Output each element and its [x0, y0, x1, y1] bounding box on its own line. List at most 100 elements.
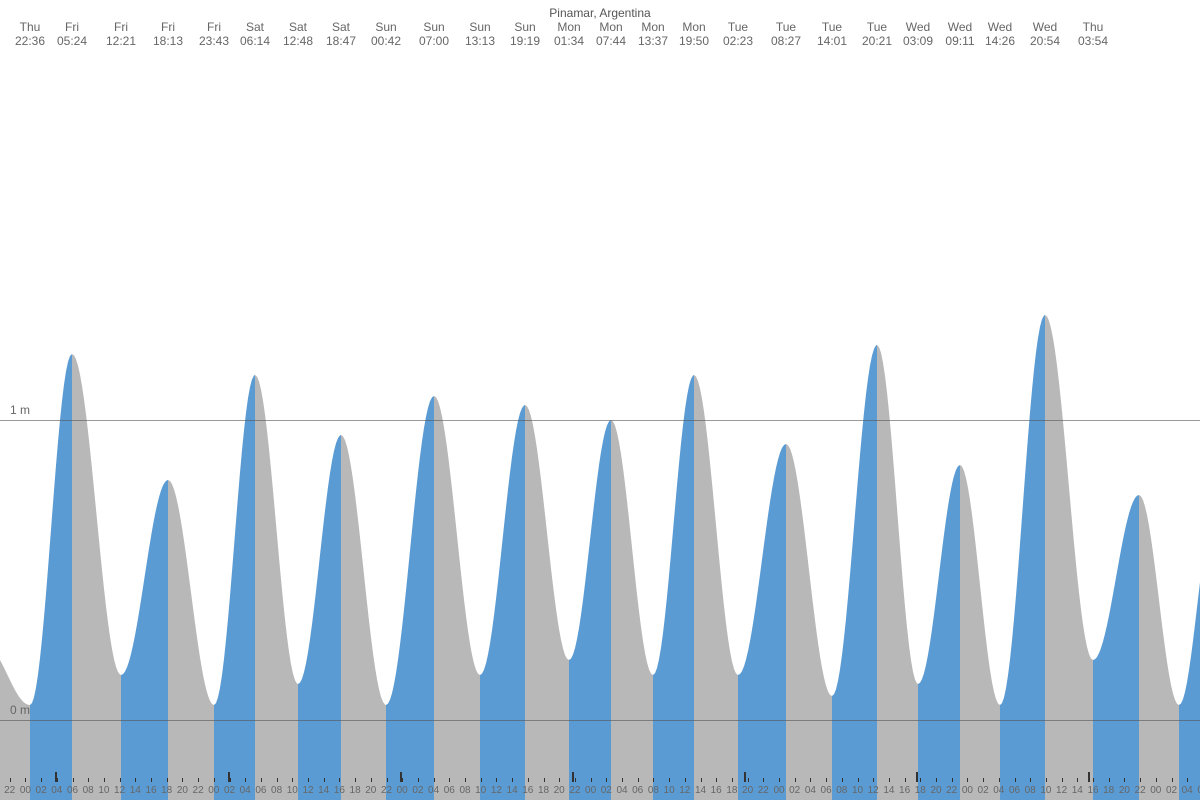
extrema-label: Sat12:48 — [283, 20, 313, 49]
extrema-label: Sun07:00 — [419, 20, 449, 49]
hour-tick — [1015, 778, 1016, 782]
hour-label: 20 — [930, 785, 941, 796]
hour-tick — [905, 778, 906, 782]
extrema-label: Mon19:50 — [679, 20, 709, 49]
hour-tick — [889, 778, 890, 782]
hour-tick — [182, 778, 183, 782]
hour-label: 08 — [271, 785, 282, 796]
hour-label: 12 — [1056, 785, 1067, 796]
extrema-label: Thu03:54 — [1078, 20, 1108, 49]
falling-tide-segment — [877, 345, 918, 800]
rising-tide-segment — [653, 375, 694, 800]
extrema-day: Thu — [15, 20, 45, 34]
hour-label: 02 — [36, 785, 47, 796]
extrema-time: 07:00 — [419, 34, 449, 48]
extrema-label: Mon01:34 — [554, 20, 584, 49]
hour-tick — [685, 778, 686, 782]
falling-tide-segment — [611, 420, 653, 800]
falling-tide-segment — [434, 396, 480, 800]
hour-tick — [559, 778, 560, 782]
hour-label: 20 — [365, 785, 376, 796]
hour-tick — [104, 778, 105, 782]
day-boundary-tick — [572, 772, 574, 782]
hour-tick — [465, 778, 466, 782]
extrema-day: Sat — [326, 20, 356, 34]
hour-tick — [261, 778, 262, 782]
hour-tick — [402, 778, 403, 782]
hour-tick — [324, 778, 325, 782]
hour-tick — [575, 778, 576, 782]
hour-tick — [936, 778, 937, 782]
day-boundary-tick — [916, 772, 918, 782]
rising-tide-segment — [480, 405, 525, 800]
hour-tick — [1140, 778, 1141, 782]
hour-tick — [653, 778, 654, 782]
hour-label: 04 — [805, 785, 816, 796]
extrema-day: Sat — [283, 20, 313, 34]
hour-label: 18 — [161, 785, 172, 796]
extrema-time: 22:36 — [15, 34, 45, 48]
hour-tick — [135, 778, 136, 782]
hour-label: 04 — [51, 785, 62, 796]
hour-label: 10 — [852, 785, 863, 796]
hour-label: 22 — [381, 785, 392, 796]
hour-tick — [826, 778, 827, 782]
y-axis-label: 0 m — [10, 703, 30, 717]
hour-label: 20 — [177, 785, 188, 796]
hour-tick — [73, 778, 74, 782]
hour-tick — [418, 778, 419, 782]
extrema-time: 13:13 — [465, 34, 495, 48]
hour-label: 20 — [554, 785, 565, 796]
hour-tick — [1062, 778, 1063, 782]
extrema-day: Wed — [945, 20, 974, 34]
falling-tide-segment — [255, 375, 298, 800]
extrema-day: Mon — [596, 20, 626, 34]
extrema-label: Tue20:21 — [862, 20, 892, 49]
extrema-time: 02:23 — [723, 34, 753, 48]
hour-tick — [1046, 778, 1047, 782]
hour-label: 04 — [616, 785, 627, 796]
hour-tick — [873, 778, 874, 782]
hour-tick — [1077, 778, 1078, 782]
hour-tick — [151, 778, 152, 782]
extrema-day: Wed — [985, 20, 1015, 34]
extrema-time: 19:50 — [679, 34, 709, 48]
rising-tide-segment — [1000, 315, 1045, 800]
hour-label: 18 — [538, 785, 549, 796]
extrema-time: 00:42 — [371, 34, 401, 48]
hour-tick — [669, 778, 670, 782]
hour-tick — [387, 778, 388, 782]
hour-label: 22 — [569, 785, 580, 796]
extrema-time: 12:48 — [283, 34, 313, 48]
hour-label: 00 — [773, 785, 784, 796]
hour-tick — [606, 778, 607, 782]
hour-label: 22 — [946, 785, 957, 796]
hour-tick — [1124, 778, 1125, 782]
rising-tide-segment — [569, 420, 611, 800]
hour-label: 06 — [67, 785, 78, 796]
hour-label: 04 — [240, 785, 251, 796]
tide-chart: Pinamar, Argentina 0 m1 m Thu22:36Fri05:… — [0, 0, 1200, 800]
hour-tick — [277, 778, 278, 782]
hour-tick — [41, 778, 42, 782]
hour-label: 14 — [318, 785, 329, 796]
extrema-label: Tue14:01 — [817, 20, 847, 49]
extrema-day: Sun — [419, 20, 449, 34]
hour-label: 14 — [1072, 785, 1083, 796]
rising-tide-segment — [738, 444, 786, 800]
day-boundary-tick — [744, 772, 746, 782]
extrema-day: Fri — [106, 20, 136, 34]
hour-tick — [732, 778, 733, 782]
hour-tick — [622, 778, 623, 782]
extrema-time: 03:54 — [1078, 34, 1108, 48]
hour-tick — [512, 778, 513, 782]
hour-label: 12 — [868, 785, 879, 796]
rising-tide-segment — [1093, 495, 1139, 800]
hour-tick — [292, 778, 293, 782]
extrema-day: Fri — [153, 20, 183, 34]
hour-tick — [701, 778, 702, 782]
hour-label: 08 — [83, 785, 94, 796]
hour-tick — [481, 778, 482, 782]
hour-tick — [795, 778, 796, 782]
hour-label: 00 — [962, 785, 973, 796]
